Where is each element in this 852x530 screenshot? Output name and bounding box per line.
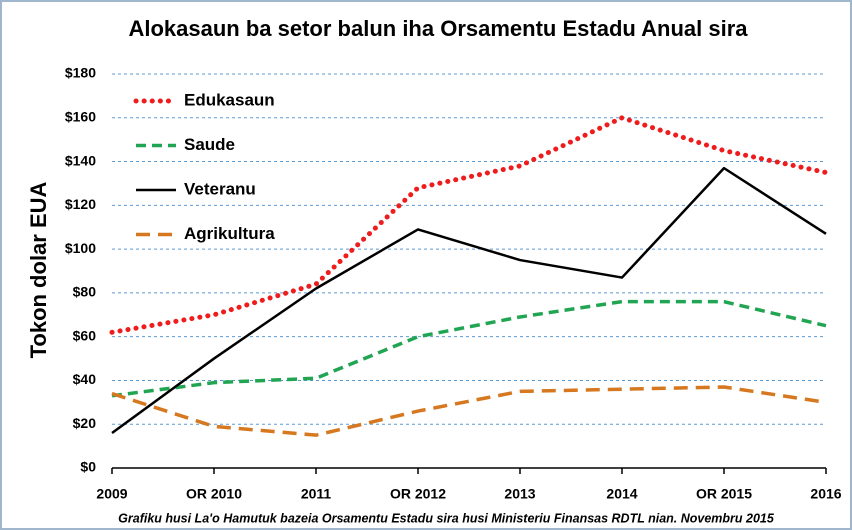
y-tick-label: $160 <box>65 108 96 124</box>
series-line <box>111 299 827 398</box>
y-tick-label: $120 <box>65 196 96 212</box>
chart-title: Alokasaun ba setor balun iha Orsamentu E… <box>128 16 748 41</box>
y-tick-label: $180 <box>65 65 96 81</box>
x-tick-label: OR 2015 <box>696 486 752 502</box>
y-tick-label: $40 <box>73 371 97 387</box>
legend-label: Saude <box>184 135 235 154</box>
y-tick-label: $100 <box>65 240 96 256</box>
y-tick-label: $20 <box>73 415 97 431</box>
y-tick-label: $140 <box>65 152 96 168</box>
series-line <box>111 385 827 437</box>
x-tick-label: 2016 <box>810 486 841 502</box>
legend-label: Veteranu <box>184 179 256 198</box>
x-tick-label: OR 2012 <box>390 486 446 502</box>
source-note: Grafiku husi La'o Hamutuk bazeia Orsamen… <box>118 511 775 525</box>
x-tick-label: 2009 <box>96 486 127 502</box>
series-line <box>109 115 829 335</box>
x-tick-label: 2013 <box>504 486 535 502</box>
y-tick-label: $80 <box>73 284 97 300</box>
y-tick-label: $0 <box>80 459 96 475</box>
y-axis-label: Tokon dolar EUA <box>26 181 51 358</box>
legend-label: Agrikultura <box>184 224 275 243</box>
x-tick-label: 2011 <box>301 486 332 502</box>
x-tick-label: OR 2010 <box>186 486 242 502</box>
legend-label: Edukasaun <box>184 90 275 109</box>
y-tick-label: $60 <box>73 327 97 343</box>
series-line <box>111 166 827 434</box>
x-tick-label: 2014 <box>606 486 637 502</box>
